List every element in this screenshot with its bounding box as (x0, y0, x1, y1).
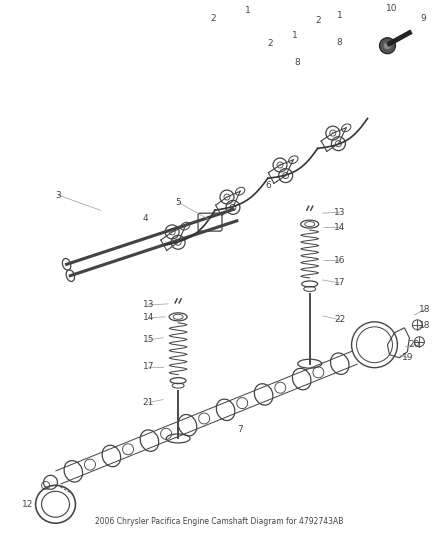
Text: 17: 17 (142, 362, 154, 371)
Text: 8: 8 (295, 58, 300, 67)
Text: 1: 1 (292, 31, 298, 40)
Text: 19: 19 (402, 353, 413, 362)
Text: 17: 17 (334, 278, 346, 287)
Circle shape (384, 42, 392, 50)
Text: 14: 14 (334, 223, 345, 232)
Text: 1: 1 (245, 6, 251, 15)
Text: 13: 13 (142, 301, 154, 309)
Text: 18: 18 (419, 321, 430, 330)
Text: 8: 8 (337, 38, 343, 47)
Text: 10: 10 (386, 4, 397, 13)
Text: 2: 2 (315, 17, 321, 25)
Text: 22: 22 (334, 316, 345, 324)
Text: 15: 15 (142, 335, 154, 344)
Text: 7: 7 (237, 425, 243, 434)
Text: 6: 6 (265, 181, 271, 190)
Text: 5: 5 (175, 198, 181, 207)
Text: 2006 Chrysler Pacifica Engine Camshaft Diagram for 4792743AB: 2006 Chrysler Pacifica Engine Camshaft D… (95, 517, 343, 526)
Circle shape (379, 38, 396, 54)
Text: 16: 16 (334, 255, 346, 264)
Text: 20: 20 (409, 340, 420, 349)
Text: 13: 13 (334, 208, 346, 217)
Text: 21: 21 (142, 398, 154, 407)
Text: 1: 1 (337, 11, 343, 20)
Text: 2: 2 (210, 14, 216, 23)
Text: 2: 2 (267, 39, 272, 48)
Text: 4: 4 (142, 214, 148, 223)
Text: 3: 3 (56, 191, 61, 200)
Text: 12: 12 (22, 500, 33, 508)
Text: 18: 18 (419, 305, 430, 314)
Text: 14: 14 (142, 313, 154, 322)
Text: 9: 9 (420, 14, 426, 23)
